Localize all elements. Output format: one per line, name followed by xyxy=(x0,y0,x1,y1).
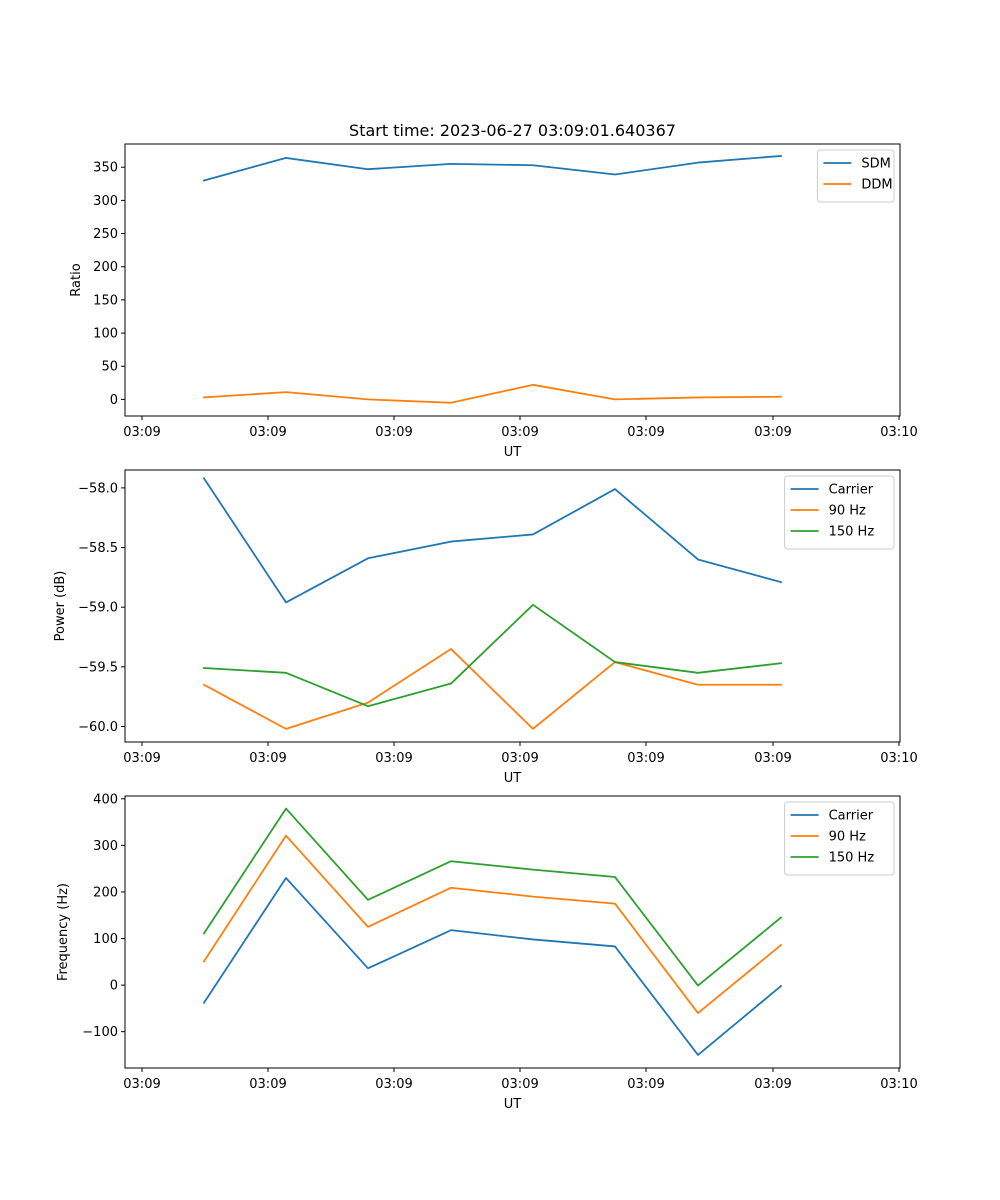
series-line-90-hz xyxy=(202,648,782,730)
series-line-sdm xyxy=(202,154,782,182)
x-tick-label: 03:09 xyxy=(375,425,412,440)
legend-label: Carrier xyxy=(829,483,874,498)
subplot-2: 03:09 03:09 03:09 03:09 03:09 03:09 03:10 −60.0… xyxy=(53,469,918,786)
y-tick-label: 400 xyxy=(93,792,118,807)
legend-label: 90 Hz xyxy=(829,504,866,519)
y-tick-label: −58.5 xyxy=(78,541,118,556)
x-tick-label: 03:09 xyxy=(501,1077,538,1092)
axes-frame xyxy=(124,795,901,1069)
legend-label: 150 Hz xyxy=(829,851,875,866)
x-tick-label: 03:09 xyxy=(754,1077,791,1092)
y-tick-label: 200 xyxy=(93,260,118,275)
x-tick-label: 03:09 xyxy=(627,751,664,766)
x-tick-label: 03:09 xyxy=(249,751,286,766)
y-tick-label: 250 xyxy=(93,227,118,242)
y-tick-label: 0 xyxy=(110,393,118,408)
legend-label: 150 Hz xyxy=(829,525,875,540)
subplot-3: 03:09 03:09 03:09 03:09 03:09 03:09 03:10 −100 0… xyxy=(56,792,918,1112)
y-tick-label: 350 xyxy=(93,161,118,176)
y-tick-label: 0 xyxy=(110,979,118,994)
x-tick-label: 03:09 xyxy=(627,1077,664,1092)
y-tick-label: 300 xyxy=(93,839,118,854)
x-tick-label: 03:10 xyxy=(880,751,917,766)
series-line-ddm xyxy=(203,383,782,404)
subplots: 03:09 03:09 03:09 03:09 03:09 03:09 03:10 0 50 10… xyxy=(53,143,918,1112)
x-axis-label: UT xyxy=(504,1097,522,1112)
legend-label: Carrier xyxy=(829,809,874,824)
x-tick-label: 03:09 xyxy=(754,751,791,766)
axes-frame xyxy=(124,469,901,743)
series-line-90-hz xyxy=(202,834,783,1014)
legend-label: DDM xyxy=(861,178,892,193)
series-line-150-hz xyxy=(203,603,782,708)
x-tick-label: 03:10 xyxy=(880,1077,917,1092)
y-axis-label: Ratio xyxy=(69,263,84,296)
x-tick-label: 03:09 xyxy=(501,751,538,766)
subplot-1: 03:09 03:09 03:09 03:09 03:09 03:09 03:10 0 50 10… xyxy=(69,143,918,460)
x-tick-label: 03:10 xyxy=(880,425,917,440)
y-tick-label: 100 xyxy=(93,932,118,947)
y-tick-label: 50 xyxy=(101,360,118,375)
axes-frame xyxy=(124,143,901,417)
legend: Carrier 90 Hz 150 Hz xyxy=(784,801,895,876)
y-tick-label: −60.0 xyxy=(78,720,118,735)
x-tick-label: 03:09 xyxy=(754,425,791,440)
x-tick-label: 03:09 xyxy=(501,425,538,440)
series-line-carrier xyxy=(202,477,783,604)
x-tick-label: 03:09 xyxy=(249,1077,286,1092)
x-tick-label: 03:09 xyxy=(249,425,286,440)
legend-label: 90 Hz xyxy=(829,830,866,845)
y-tick-label: 200 xyxy=(93,885,118,900)
x-tick-label: 03:09 xyxy=(123,1077,160,1092)
x-tick-label: 03:09 xyxy=(375,751,412,766)
legend: SDM DDM xyxy=(816,149,895,203)
x-tick-label: 03:09 xyxy=(627,425,664,440)
y-axis-label: Power (dB) xyxy=(53,571,68,642)
x-axis-label: UT xyxy=(504,445,522,460)
y-tick-label: 300 xyxy=(93,194,118,209)
y-axis-label: Frequency (Hz) xyxy=(56,883,71,981)
y-tick-label: 100 xyxy=(93,327,118,342)
legend-label: SDM xyxy=(861,157,890,172)
x-tick-label: 03:09 xyxy=(123,425,160,440)
figure-title: Start time: 2023-06-27 03:09:01.640367 xyxy=(349,121,676,140)
series-line-150-hz xyxy=(202,807,783,987)
y-tick-label: −100 xyxy=(82,1025,118,1040)
legend: Carrier 90 Hz 150 Hz xyxy=(784,475,895,550)
y-tick-label: 150 xyxy=(93,293,118,308)
y-tick-label: −59.5 xyxy=(78,660,118,675)
y-tick-label: −58.0 xyxy=(78,481,118,496)
y-tick-label: −59.0 xyxy=(78,601,118,616)
series-line-carrier xyxy=(202,877,783,1056)
x-axis-label: UT xyxy=(504,771,522,786)
x-tick-label: 03:09 xyxy=(375,1077,412,1092)
x-tick-label: 03:09 xyxy=(123,751,160,766)
